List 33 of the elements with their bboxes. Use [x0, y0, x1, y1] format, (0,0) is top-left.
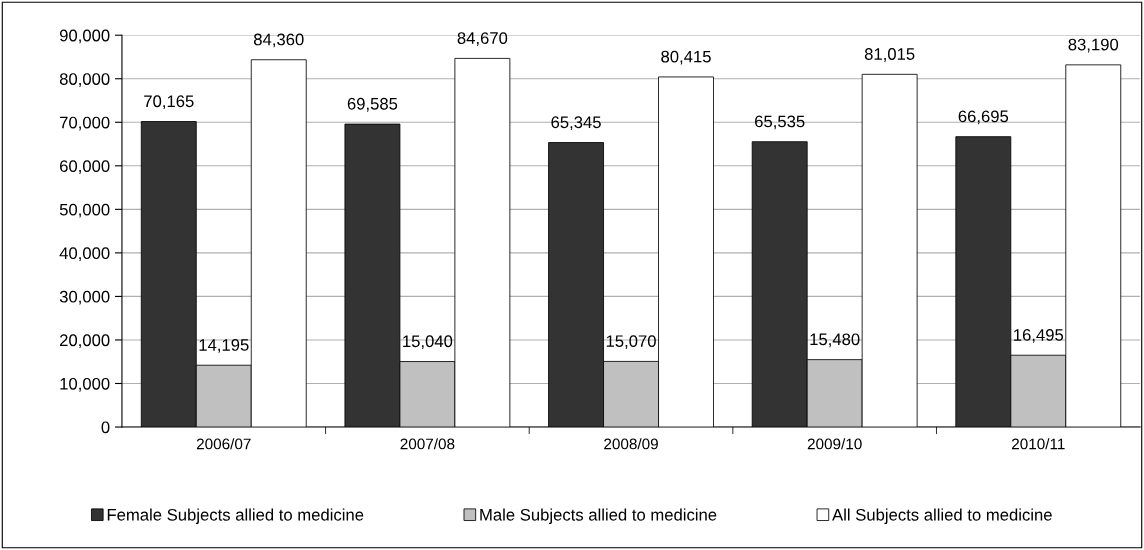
- data-label: 65,535: [755, 115, 805, 130]
- x-tick-label: 2008/09: [604, 438, 658, 450]
- data-label: 84,670: [457, 32, 508, 46]
- y-tick-label: 40,000: [59, 247, 110, 262]
- data-label: 83,190: [1068, 38, 1119, 53]
- y-tick-label: 20,000: [60, 334, 110, 349]
- x-tick-label: 2010/11: [1012, 438, 1065, 450]
- y-tick-label: 50,000: [59, 203, 110, 218]
- data-label: 16,495: [1014, 329, 1064, 343]
- y-tick-label: 10,000: [60, 377, 110, 392]
- data-label: 15,040: [403, 335, 453, 350]
- data-label: 80,415: [661, 50, 711, 65]
- x-tick-label: 2007/08: [400, 438, 455, 450]
- data-label: 15,070: [606, 335, 656, 349]
- legend-label: Male Subjects allied to medicine: [480, 508, 717, 524]
- data-label: 65,345: [551, 116, 601, 131]
- data-label: 14,195: [199, 339, 249, 353]
- data-label: 69,585: [347, 97, 398, 112]
- x-tick-label: 2009/10: [807, 438, 862, 450]
- y-tick-label: 70,000: [60, 116, 110, 131]
- legend-label: Female Subjects allied to medicine: [107, 508, 364, 524]
- y-tick-label: 60,000: [60, 160, 110, 174]
- x-tick-label: 2006/07: [196, 438, 251, 450]
- data-label: 84,360: [253, 33, 304, 48]
- data-label: 81,015: [864, 48, 915, 62]
- y-tick-label: 80,000: [59, 73, 110, 87]
- y-tick-label: 90,000: [59, 29, 110, 44]
- legend-label: All Subjects allied to medicine: [832, 508, 1052, 524]
- data-label: 70,165: [144, 95, 194, 110]
- data-label: 15,480: [810, 333, 860, 348]
- data-label: 66,695: [958, 110, 1009, 125]
- y-tick-label: 0: [101, 421, 110, 434]
- y-tick-label: 30,000: [59, 290, 110, 305]
